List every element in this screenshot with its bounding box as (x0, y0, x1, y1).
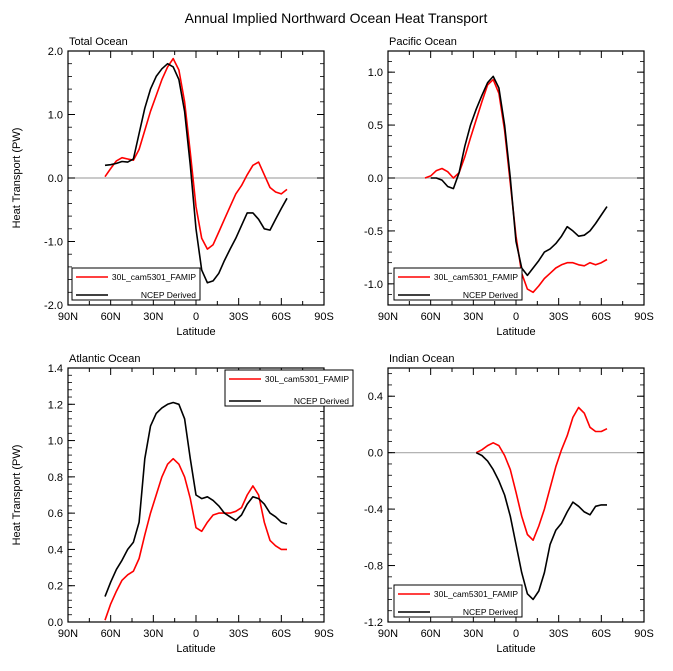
x-tick-label: 30N (463, 311, 483, 323)
y-tick-label: -1.2 (364, 617, 383, 629)
x-axis-label: Latitude (176, 643, 215, 655)
y-tick-label: 0.6 (48, 508, 63, 520)
plot-frame (387, 50, 645, 306)
legend: 30L_cam5301_FAMIP NCEP Derived (393, 584, 523, 618)
x-tick-label: 30S (549, 311, 569, 323)
y-tick-label: 1.0 (48, 110, 63, 122)
plot-frame (67, 367, 325, 623)
legend-box (393, 267, 523, 301)
x-tick-label: 30S (229, 628, 249, 640)
x-tick-label: 60N (421, 311, 441, 323)
y-axis-label: Heat Transport (PW) (11, 128, 23, 229)
series-line-ncep (475, 451, 607, 601)
legend-label-ncep: NCEP Derived (463, 607, 518, 617)
y-tick-label: 0.4 (48, 544, 63, 556)
panel-pacific-ocean: Pacific Ocean 90N 60N 30N 0 30S 60S 90S -1.0 -0.5… (364, 36, 654, 338)
series-line-model (424, 78, 608, 294)
legend-box (224, 369, 354, 407)
x-axis-label: Latitude (496, 326, 535, 338)
x-tick-label: 0 (193, 311, 199, 323)
legend-label-model: 30L_cam5301_FAMIP (265, 374, 349, 384)
y-tick-label: -0.5 (364, 226, 383, 238)
panel-atlantic-ocean: Atlantic Ocean 90N 60N 30N 0 30S 60S 90S 0.0 0.2 0… (11, 353, 354, 655)
legend-label-model: 30L_cam5301_FAMIP (434, 589, 518, 599)
x-tick-label: 90S (314, 628, 334, 640)
legend-label-ncep: NCEP Derived (141, 290, 196, 300)
x-tick-label: 0 (193, 628, 199, 640)
x-tick-label: 60N (101, 311, 121, 323)
x-tick-label: 90N (58, 628, 78, 640)
panel-title: Total Ocean (69, 36, 128, 48)
series-line-model (475, 406, 608, 542)
y-tick-label: 0.2 (48, 581, 63, 593)
y-tick-label: 2.0 (48, 46, 63, 58)
y-tick-label: -0.8 (364, 561, 383, 573)
x-tick-label: 60N (421, 628, 441, 640)
x-tick-label: 60S (592, 628, 612, 640)
y-tick-label: 1.0 (368, 67, 383, 79)
y-tick-label: 0.0 (368, 173, 383, 185)
panel-title: Atlantic Ocean (69, 353, 141, 365)
x-tick-label: 0 (513, 628, 519, 640)
y-tick-label: 0.5 (368, 120, 383, 132)
x-tick-label: 30N (463, 628, 483, 640)
panel-title: Indian Ocean (389, 353, 454, 365)
x-tick-label: 60S (272, 311, 292, 323)
y-tick-label: -2.0 (44, 300, 63, 312)
x-tick-label: 30S (229, 311, 249, 323)
legend: 30L_cam5301_FAMIP NCEP Derived (71, 267, 201, 301)
plot-frame (67, 50, 325, 306)
panel-title: Pacific Ocean (389, 36, 457, 48)
figure-title: Annual Implied Northward Ocean Heat Tran… (185, 10, 488, 26)
y-tick-label: 1.0 (48, 436, 63, 448)
x-tick-label: 90N (378, 628, 398, 640)
x-tick-label: 0 (513, 311, 519, 323)
y-tick-label: 0.8 (48, 472, 63, 484)
y-tick-label: 1.2 (48, 399, 63, 411)
y-tick-label: 0.0 (48, 173, 63, 185)
x-tick-label: 60N (101, 628, 121, 640)
legend-label-model: 30L_cam5301_FAMIP (112, 272, 196, 282)
x-axis-label: Latitude (176, 326, 215, 338)
legend-label-ncep: NCEP Derived (294, 396, 349, 406)
x-tick-label: 30S (549, 628, 569, 640)
x-tick-label: 90S (634, 628, 654, 640)
y-tick-label: -1.0 (364, 279, 383, 291)
x-tick-label: 30N (143, 311, 163, 323)
y-tick-label: 0.0 (368, 448, 383, 460)
panel-total-ocean: Total Ocean 90N 60N 30N 0 30S 60S 90S -2.0 -1.0 0.… (11, 36, 334, 338)
x-tick-label: 90S (314, 311, 334, 323)
y-tick-label: -0.4 (364, 504, 383, 516)
series-line-ncep (104, 62, 288, 284)
series-line-model (104, 457, 287, 621)
legend-label-model: 30L_cam5301_FAMIP (434, 272, 518, 282)
legend-label-ncep: NCEP Derived (463, 290, 518, 300)
y-tick-label: 0.0 (48, 617, 63, 629)
series-line-model (104, 57, 288, 250)
legend: 30L_cam5301_FAMIP NCEP Derived (393, 267, 523, 301)
x-tick-label: 90S (634, 311, 654, 323)
x-tick-label: 90N (378, 311, 398, 323)
panels: Total Ocean 90N 60N 30N 0 30S 60S 90S -2.0 -1.0 0.… (11, 36, 654, 655)
x-tick-label: 90N (58, 311, 78, 323)
legend: 30L_cam5301_FAMIP NCEP Derived (224, 369, 354, 407)
panel-indian-ocean: Indian Ocean 90N 60N 30N 0 30S 60S 90S -1.2 -0.8 -… (364, 353, 654, 655)
series-line-ncep (104, 401, 288, 597)
y-axis-label: Heat Transport (PW) (11, 445, 23, 546)
y-tick-label: 1.4 (48, 363, 63, 375)
y-tick-label: 0.4 (368, 391, 383, 403)
x-tick-label: 60S (592, 311, 612, 323)
x-tick-label: 30N (143, 628, 163, 640)
y-tick-label: -1.0 (44, 237, 63, 249)
series-line-ncep (430, 75, 608, 277)
x-tick-label: 60S (272, 628, 292, 640)
plot-frame (387, 367, 645, 623)
x-axis-label: Latitude (496, 643, 535, 655)
